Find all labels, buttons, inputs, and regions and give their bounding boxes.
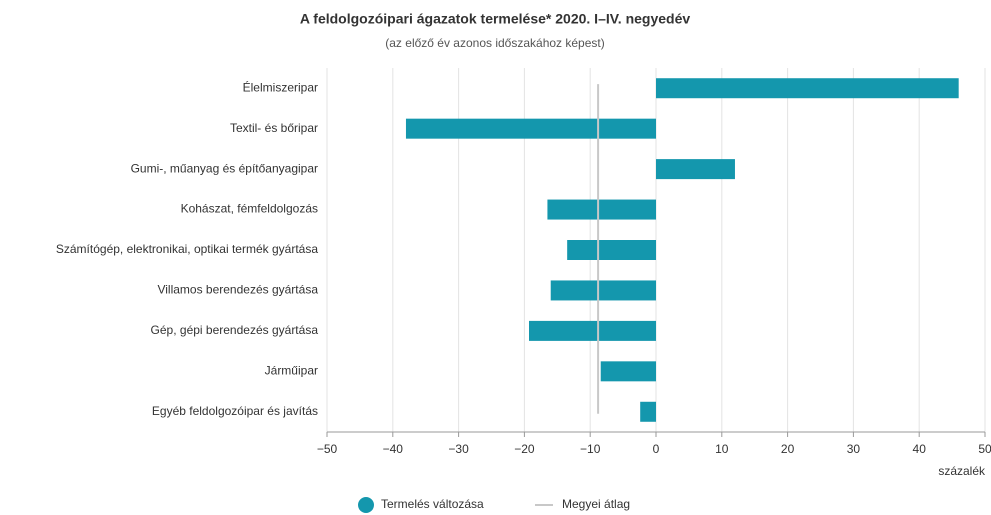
bar [656, 159, 735, 180]
bar [547, 199, 656, 220]
x-tick-label: 50 [978, 442, 991, 456]
bar [656, 78, 959, 99]
bar [405, 118, 656, 139]
chart-title: A feldolgozóipari ágazatok termelése* 20… [300, 11, 691, 27]
x-tick-label: −10 [580, 442, 601, 456]
x-tick-label: 10 [715, 442, 729, 456]
legend-swatch [358, 497, 374, 513]
y-tick-label: Gumi-, műanyag és építőanyagipar [131, 161, 318, 175]
y-tick-label: Villamos berendezés gyártása [157, 283, 318, 297]
bar [640, 401, 656, 422]
x-tick-label: 40 [913, 442, 927, 456]
x-tick-label: 0 [653, 442, 660, 456]
bar [600, 361, 656, 382]
y-tick-label: Gép, gépi berendezés gyártása [151, 323, 319, 337]
y-tick-label: Járműipar [265, 364, 318, 378]
legend-label: Megyei átlag [562, 497, 630, 511]
x-axis-label: százalék [938, 464, 986, 478]
x-tick-label: −30 [448, 442, 469, 456]
y-tick-label: Kohászat, fémfeldolgozás [181, 202, 318, 216]
bar [567, 240, 656, 260]
y-tick-label: Számítógép, elektronikai, optikai termék… [56, 242, 318, 256]
chart-subtitle: (az előző év azonos időszakához képest) [385, 36, 604, 50]
bar [529, 320, 656, 341]
x-tick-label: 30 [847, 442, 861, 456]
y-tick-label: Textil- és bőripar [230, 121, 318, 135]
legend-label: Termelés változása [381, 497, 484, 511]
bar [550, 280, 656, 301]
y-tick-label: Élelmiszeripar [243, 79, 318, 94]
x-tick-label: 20 [781, 442, 795, 456]
x-tick-label: −50 [317, 442, 338, 456]
x-tick-label: −20 [514, 442, 535, 456]
y-tick-label: Egyéb feldolgozóipar és javítás [152, 404, 318, 418]
x-tick-label: −40 [383, 442, 404, 456]
